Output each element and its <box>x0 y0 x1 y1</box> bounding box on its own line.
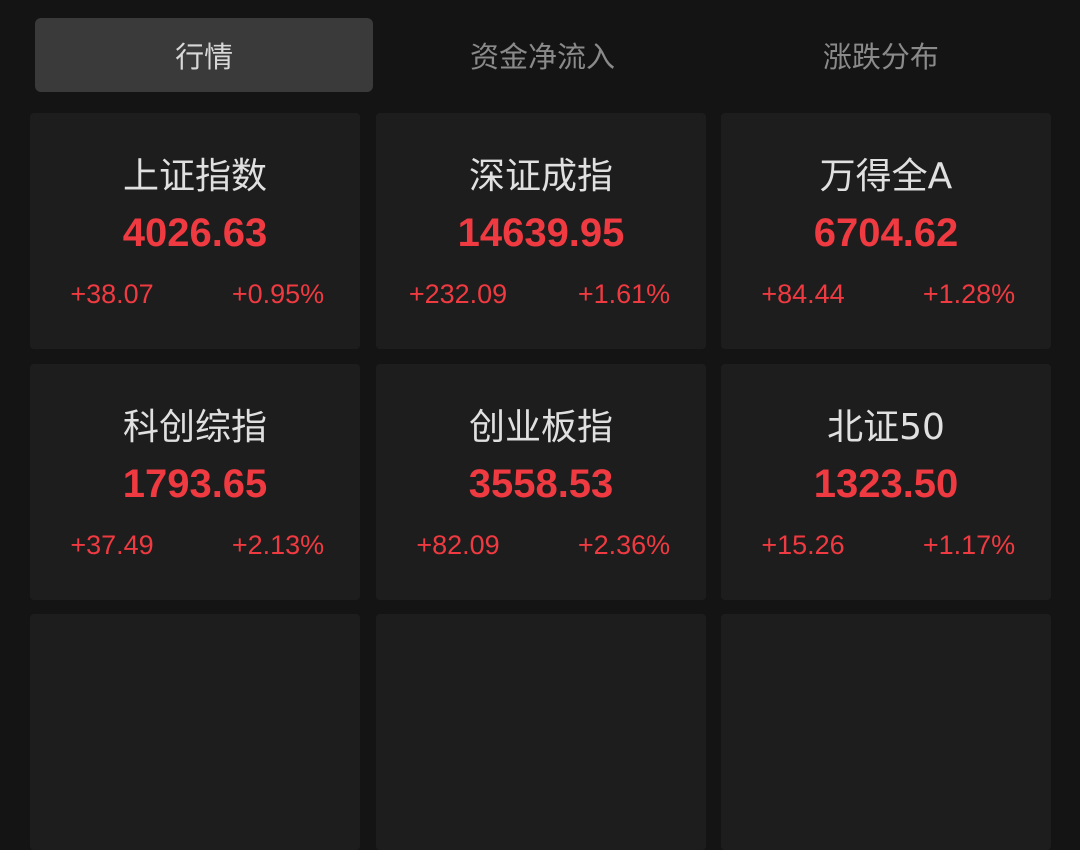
index-name: 创业板指 <box>468 407 613 448</box>
index-value: 6704.62 <box>813 211 959 255</box>
tab-distribution[interactable]: 涨跌分布 <box>822 40 939 74</box>
index-change-percent: +1.28% <box>922 279 1016 309</box>
index-card-partial[interactable] <box>30 614 360 850</box>
index-value: 1793.65 <box>122 462 268 506</box>
tab-market[interactable]: 行情 <box>35 18 374 92</box>
index-change-percent: +0.95% <box>231 279 325 309</box>
index-change: +84.44 <box>761 279 845 309</box>
index-change-percent: +2.36% <box>577 530 671 560</box>
index-change: +232.09 <box>408 279 508 309</box>
index-name: 北证50 <box>827 407 945 448</box>
index-change: +37.49 <box>70 530 154 560</box>
index-change: +38.07 <box>70 279 154 309</box>
index-value: 3558.53 <box>468 462 614 506</box>
index-card[interactable]: 创业板指 3558.53 +82.09 +2.36% <box>376 364 706 600</box>
index-change: +82.09 <box>416 530 500 560</box>
index-name: 科创综指 <box>122 407 267 448</box>
index-card[interactable]: 北证50 1323.50 +15.26 +1.17% <box>721 364 1051 600</box>
index-change: +15.26 <box>761 530 845 560</box>
index-name: 万得全A <box>819 156 953 197</box>
index-card[interactable]: 深证成指 14639.95 +232.09 +1.61% <box>376 113 706 349</box>
tab-bar: 行情 资金净流入 涨跌分布 <box>35 18 1050 92</box>
index-card-partial[interactable] <box>376 614 706 850</box>
index-card[interactable]: 上证指数 4026.63 +38.07 +0.95% <box>30 113 360 349</box>
index-card[interactable]: 万得全A 6704.62 +84.44 +1.28% <box>721 113 1051 349</box>
tab-net-inflow[interactable]: 资金净流入 <box>469 40 615 74</box>
index-change-percent: +2.13% <box>231 530 325 560</box>
index-value: 1323.50 <box>813 462 959 506</box>
index-name: 深证成指 <box>468 156 613 197</box>
index-change-percent: +1.17% <box>922 530 1016 560</box>
index-value: 4026.63 <box>122 211 268 255</box>
index-card[interactable]: 科创综指 1793.65 +37.49 +2.13% <box>30 364 360 600</box>
index-name: 上证指数 <box>122 156 267 197</box>
index-value: 14639.95 <box>457 211 625 255</box>
index-card-partial[interactable] <box>721 614 1051 850</box>
index-change-percent: +1.61% <box>577 279 671 309</box>
